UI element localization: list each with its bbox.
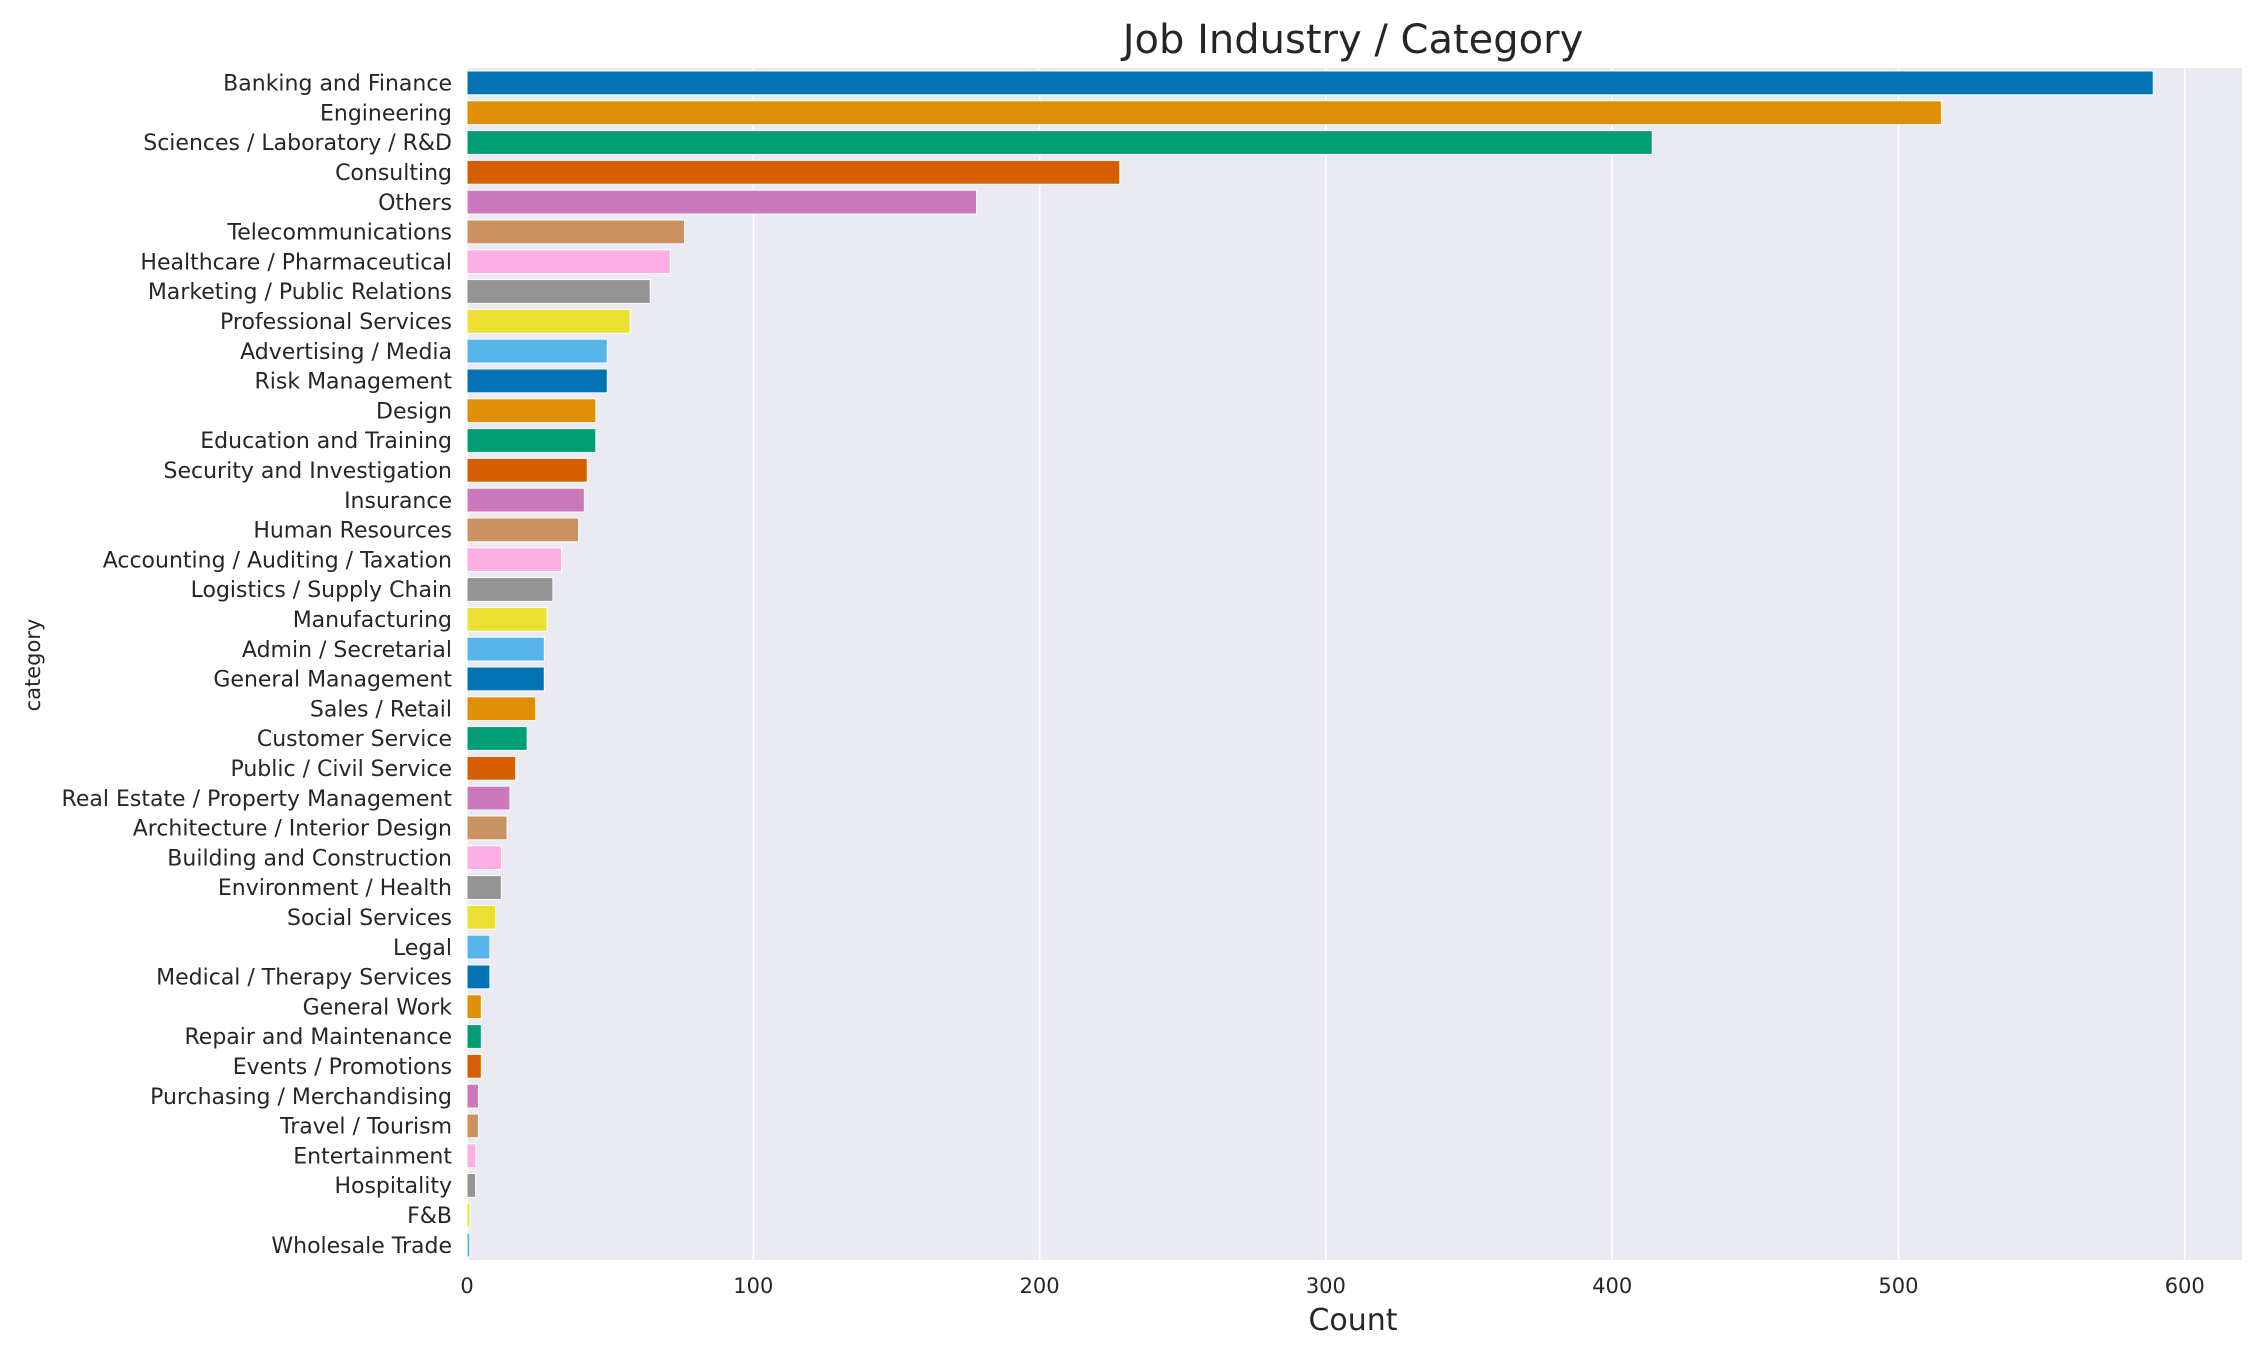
bar	[466, 815, 508, 841]
x-tick-label: 500	[1878, 1274, 1918, 1298]
bar	[466, 219, 686, 245]
category-label: Legal	[393, 936, 452, 961]
x-axis-label: Count	[1308, 1303, 1397, 1338]
category-label: Telecommunications	[227, 221, 452, 246]
category-label: Professional Services	[220, 310, 452, 335]
category-label: Others	[378, 191, 452, 216]
category-label: Architecture / Interior Design	[133, 817, 452, 842]
category-label: Social Services	[287, 906, 452, 931]
bar	[466, 249, 671, 275]
bar	[466, 964, 491, 990]
bar	[466, 606, 548, 632]
bar	[466, 845, 502, 871]
bar	[466, 159, 1121, 185]
x-tick-labels: 0 100 200 300 400 500 600	[460, 1274, 2204, 1298]
bar	[466, 517, 580, 543]
bar	[466, 368, 608, 394]
category-label: Wholesale Trade	[271, 1234, 452, 1259]
chart-title: Job Industry / Category	[1120, 17, 1584, 63]
bar	[466, 1113, 479, 1139]
category-label: Public / Civil Service	[230, 757, 452, 782]
bar	[466, 130, 1653, 155]
category-label: Real Estate / Property Management	[62, 787, 453, 812]
bar	[466, 726, 528, 751]
bar	[466, 338, 608, 364]
category-label: Insurance	[344, 489, 452, 514]
category-label: Hospitality	[334, 1174, 452, 1199]
bar	[466, 457, 588, 483]
x-tick-label: 600	[2165, 1274, 2205, 1298]
category-label: Risk Management	[254, 370, 452, 395]
category-label: Environment / Health	[218, 876, 452, 901]
category-label: Security and Investigation	[164, 459, 453, 484]
category-label: Entertainment	[293, 1144, 452, 1169]
bar	[466, 666, 545, 692]
category-label: Customer Service	[257, 727, 452, 752]
category-label: Medical / Therapy Services	[156, 966, 452, 991]
bar	[466, 1143, 477, 1169]
category-label: Healthcare / Pharmaceutical	[140, 250, 452, 275]
bar	[466, 1053, 482, 1079]
bar	[466, 428, 597, 453]
category-label: Design	[376, 399, 452, 424]
bar	[466, 904, 497, 930]
bar	[466, 1232, 471, 1258]
category-label: General Work	[303, 995, 453, 1020]
plot-area	[467, 68, 2242, 1260]
category-label: Events / Promotions	[233, 1055, 452, 1080]
bar	[466, 696, 537, 722]
x-tick-label: 0	[460, 1274, 473, 1298]
category-label: Logistics / Supply Chain	[191, 578, 452, 603]
category-label: Accounting / Auditing / Taxation	[103, 548, 452, 573]
category-label: Manufacturing	[293, 608, 452, 633]
bar	[466, 1202, 471, 1228]
x-tick-label: 200	[1020, 1274, 1060, 1298]
category-label: Advertising / Media	[240, 340, 452, 365]
bar	[466, 398, 597, 424]
category-label: Banking and Finance	[223, 72, 452, 97]
bar	[466, 70, 2154, 96]
bar	[466, 636, 545, 662]
category-label: Purchasing / Merchandising	[150, 1085, 452, 1110]
bar	[466, 487, 585, 513]
category-label: Repair and Maintenance	[185, 1025, 453, 1050]
category-label: Human Resources	[253, 519, 452, 544]
bars	[466, 70, 2154, 1258]
bar	[466, 785, 511, 811]
bar	[466, 994, 482, 1020]
category-label: Consulting	[335, 161, 452, 186]
category-label: Education and Training	[200, 429, 452, 454]
x-tick-label: 400	[1592, 1274, 1632, 1298]
category-label: F&B	[407, 1204, 452, 1229]
category-label: Engineering	[320, 101, 452, 126]
bar	[466, 547, 562, 573]
category-label: Sales / Retail	[310, 697, 452, 722]
bar	[466, 1083, 479, 1109]
y-axis-label: category	[21, 619, 45, 712]
x-tick-label: 300	[1306, 1274, 1346, 1298]
gridlines	[466, 68, 2186, 1260]
category-label: Sciences / Laboratory / R&D	[143, 131, 452, 156]
category-label: Admin / Secretarial	[242, 638, 452, 663]
bar	[466, 189, 978, 215]
bar	[466, 100, 1942, 126]
bar	[466, 875, 502, 900]
bar	[466, 308, 631, 334]
category-label: Building and Construction	[167, 846, 452, 871]
category-label: General Management	[213, 668, 452, 693]
category-label: Marketing / Public Relations	[148, 280, 452, 305]
x-tick-label: 100	[733, 1274, 773, 1298]
category-labels: Banking and Finance Engineering Sciences /…	[62, 72, 453, 1259]
bar	[466, 577, 554, 602]
category-label: Travel / Tourism	[279, 1115, 452, 1140]
bar	[466, 1173, 477, 1198]
bar	[466, 934, 491, 960]
bar	[466, 1024, 482, 1049]
bar	[466, 279, 651, 304]
bar	[466, 755, 517, 781]
